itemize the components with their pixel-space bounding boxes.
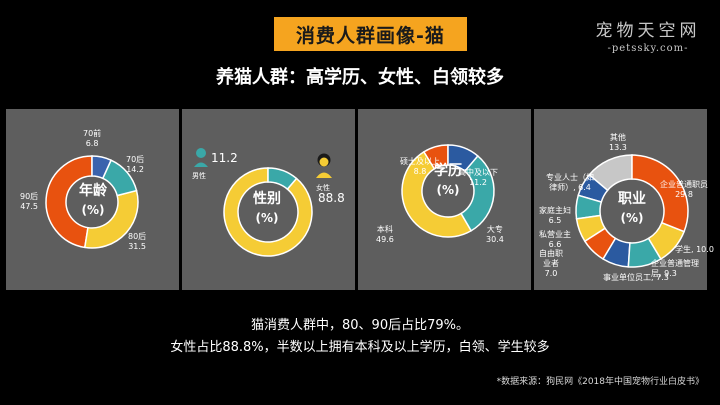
age-label-80: 80后 31.5 <box>128 232 147 251</box>
female-label: 女性 <box>316 184 330 192</box>
donut-slice-3-1 <box>647 221 686 261</box>
watermark-main-text: 宠物天空网 <box>595 21 701 41</box>
age-label-70h: 70后 14.2 <box>126 155 145 174</box>
donut-slice-3-3 <box>602 237 631 268</box>
slide-title: 消费人群画像-猫 <box>274 17 467 51</box>
summary-line-2: 女性占比88.8%，半数以上拥有本科及以上学历，白领、学生较多 <box>170 340 550 355</box>
edu-label-benke: 本科 49.6 <box>376 225 394 244</box>
age-chart-title: 年龄 <box>79 183 107 199</box>
occupation-chart-title: 职业 <box>618 191 646 207</box>
education-chart-panel: 学历 (%) 硕士及以上 8.8 高中及以下 11.2 大专 30.4 本科 49.6 <box>358 109 531 290</box>
job-label-ziyou: 自由职 业者 7.0 <box>539 249 563 278</box>
gender-chart-unit: (%) <box>255 211 279 225</box>
edu-label-shuoshi: 硕士及以上 8.8 <box>400 157 440 176</box>
job-label-guanli: 企业普通管理 层, 9.3 <box>651 259 699 278</box>
slide-subtitle: 养猫人群：高学历、女性、白领较多 <box>216 67 504 88</box>
donut-slice-2-2 <box>401 150 473 238</box>
gender-donut-chart <box>194 148 332 257</box>
job-label-zhiyuan: 企业普通职员 29.8 <box>660 180 708 199</box>
age-label-90: 90后 47.5 <box>20 192 39 211</box>
job-label-jiating: 家庭主妇 6.5 <box>539 206 571 225</box>
job-label-shiye: 事业单位员工, 7.3 <box>603 273 669 282</box>
edu-label-dazhuan: 大专 30.4 <box>486 225 504 244</box>
age-donut-chart <box>45 155 139 249</box>
donut-slice-3-7 <box>577 173 609 203</box>
donut-slice-3-0 <box>631 154 689 233</box>
data-source-note: *数据来源：狗民网《2018年中国宠物行业白皮书》 <box>496 377 704 387</box>
edu-label-gaozhong: 高中及以下 11.2 <box>458 168 498 187</box>
donut-slice-3-4 <box>583 227 617 261</box>
donut-slice-1-1 <box>223 167 313 257</box>
job-label-zhuanye: 专业人士（如 律师）, 6.4 <box>546 173 594 192</box>
female-person-icon <box>316 153 332 178</box>
donut-slice-1-0 <box>267 167 298 191</box>
male-value: 11.2 <box>211 151 238 165</box>
donut-slice-2-1 <box>460 154 495 232</box>
occupation-donut-chart <box>575 154 689 268</box>
age-chart-panel: 年龄 (%) 70前 6.8 70后 14.2 80后 31.5 90后 47.5 <box>6 109 179 290</box>
occupation-chart-panel: 职业 (%) 其他 13.3 企业普通职员 29.8 学生, 10.0 企业普通管理… <box>534 109 714 290</box>
donut-slice-3-5 <box>575 214 607 243</box>
donut-slice-0-3 <box>45 155 93 249</box>
gender-chart-title: 性别 <box>253 191 281 207</box>
occupation-chart-center: 职业 (%) <box>602 188 662 225</box>
donut-slice-0-0 <box>91 155 113 180</box>
age-chart-center: 年龄 (%) <box>63 180 123 217</box>
job-label-xuesheng: 学生, 10.0 <box>675 245 714 254</box>
age-label-70q: 70前 6.8 <box>83 129 102 148</box>
donut-slice-3-6 <box>575 194 603 220</box>
watermark-sub-text: -petssky.com- <box>607 43 689 54</box>
female-value: 88.8 <box>318 191 345 205</box>
education-chart-unit: (%) <box>436 183 460 197</box>
gender-chart-center: 性别 (%) <box>237 188 297 225</box>
job-label-qita: 其他 13.3 <box>609 133 627 152</box>
donut-slice-2-0 <box>447 144 479 173</box>
education-chart-title: 学历 <box>434 163 462 179</box>
summary-line-1: 猫消费人群中，80、90后占比79%。 <box>251 318 469 333</box>
donut-slice-0-2 <box>83 189 139 249</box>
age-chart-unit: (%) <box>81 203 105 217</box>
job-label-siying: 私营业主 6.6 <box>539 230 571 249</box>
education-donut-chart <box>401 144 495 238</box>
education-chart-center: 学历 (%) <box>418 160 478 197</box>
donut-slice-0-1 <box>101 159 138 197</box>
male-person-icon <box>194 148 208 167</box>
occupation-chart-unit: (%) <box>620 211 644 225</box>
gender-chart-panel: 性别 (%) 11.2 男性 女性 88.8 <box>182 109 355 290</box>
watermark-logo: 宠物天空网 -petssky.com- <box>588 16 708 54</box>
male-label: 男性 <box>192 172 206 180</box>
